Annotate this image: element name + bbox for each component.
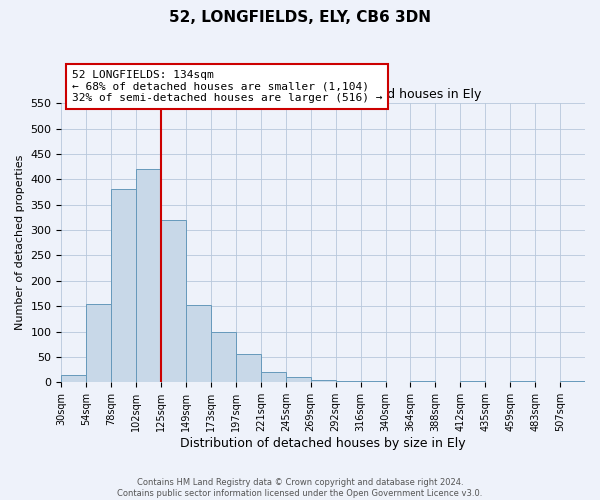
Bar: [161, 220, 186, 382]
Text: Contains HM Land Registry data © Crown copyright and database right 2024.
Contai: Contains HM Land Registry data © Crown c…: [118, 478, 482, 498]
Title: Size of property relative to detached houses in Ely: Size of property relative to detached ho…: [165, 88, 481, 101]
X-axis label: Distribution of detached houses by size in Ely: Distribution of detached houses by size …: [181, 437, 466, 450]
Text: 52, LONGFIELDS, ELY, CB6 3DN: 52, LONGFIELDS, ELY, CB6 3DN: [169, 10, 431, 25]
Bar: [211, 332, 236, 382]
Text: 52 LONGFIELDS: 134sqm
← 68% of detached houses are smaller (1,104)
32% of semi-d: 52 LONGFIELDS: 134sqm ← 68% of detached …: [72, 70, 382, 103]
Bar: [86, 304, 111, 382]
Bar: [136, 169, 161, 382]
Bar: [311, 380, 335, 382]
Bar: [335, 381, 361, 382]
Bar: [111, 190, 136, 382]
Bar: [236, 354, 261, 382]
Bar: [61, 374, 86, 382]
Bar: [286, 378, 311, 382]
Bar: [261, 372, 286, 382]
Y-axis label: Number of detached properties: Number of detached properties: [15, 155, 25, 330]
Bar: [186, 304, 211, 382]
